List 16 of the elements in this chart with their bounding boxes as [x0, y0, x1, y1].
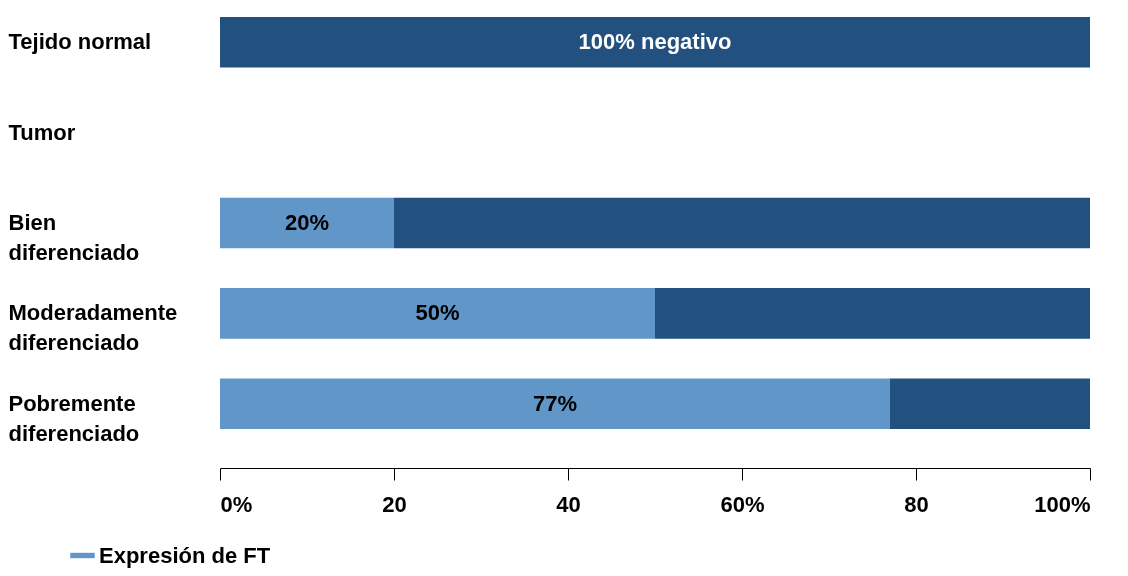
x-tick-label: 40 [556, 491, 581, 517]
x-tick-label: 20 [382, 491, 407, 517]
x-tick-label: 60% [720, 491, 765, 517]
data-label: 77% [532, 390, 577, 416]
y-tick-label: Tumor [8, 119, 76, 145]
y-tick-label: Moderadamente diferenciado [8, 300, 178, 356]
x-tick-label: 80 [904, 491, 929, 517]
data-label: 100% negativo [578, 29, 732, 55]
data-label: 20% [284, 210, 330, 235]
data-label: 50% [415, 300, 460, 326]
x-tick-label: 0% [220, 491, 253, 517]
y-tick-label: Tejido normal [8, 29, 152, 55]
x-tick-label: 100% [1034, 491, 1091, 517]
legend-label: Expresión de FT [99, 542, 271, 568]
y-tick-label: Bien diferenciado [8, 210, 140, 265]
y-tick-label: Pobremente diferenciado [8, 390, 140, 446]
